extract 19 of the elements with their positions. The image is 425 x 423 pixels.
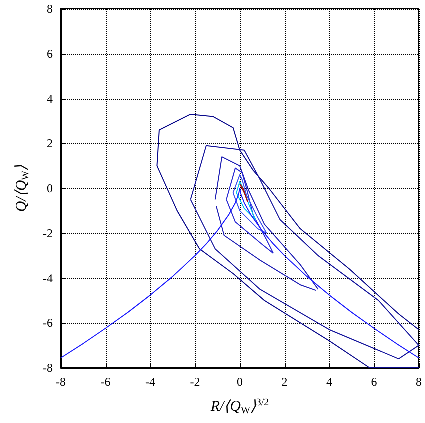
y-tick-label: 6: [47, 46, 53, 61]
x-tick-label: 2: [282, 375, 288, 389]
x-tick-label: -6: [100, 375, 111, 389]
x-tick-label: 8: [416, 375, 422, 389]
y-tick-label: 4: [47, 92, 53, 106]
x-tick-label: -4: [146, 375, 156, 389]
y-tick-label: 0: [47, 182, 53, 196]
x-tick-label: -2: [190, 375, 200, 389]
y-tick-label: -8: [43, 361, 53, 375]
y-tick-label: -4: [43, 271, 53, 286]
y-axis-title: Q/⟨QW⟩: [14, 164, 32, 212]
y-tick-label: -6: [43, 316, 53, 330]
x-tick-label: 0: [237, 375, 243, 389]
x-tick-label: 6: [371, 375, 378, 389]
x-tick-label: -8: [56, 375, 66, 389]
y-tick-label: 2: [47, 136, 53, 151]
x-tick-label: 4: [326, 375, 332, 389]
y-tick-label: -2: [43, 226, 53, 240]
y-tick-label: 8: [47, 2, 53, 16]
